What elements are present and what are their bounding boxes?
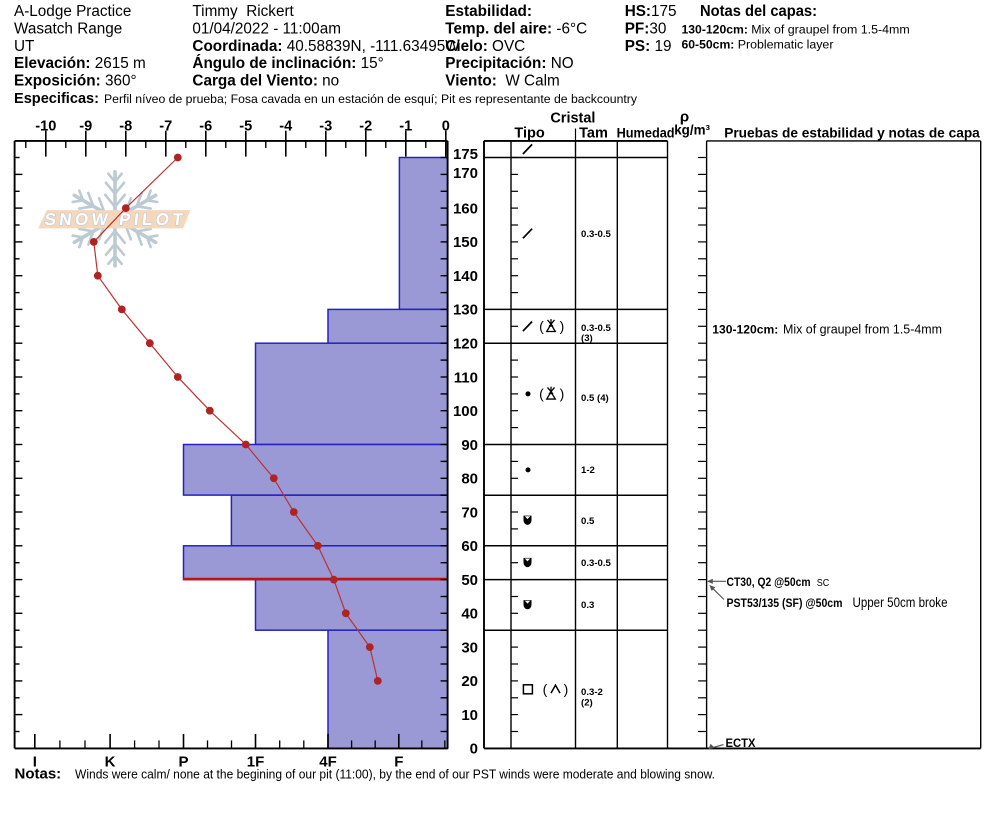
svg-text:Coordinada: 40.58839N, -111.63: Coordinada: 40.58839N, -111.63495W — [192, 38, 460, 55]
svg-text:Cristal: Cristal — [550, 110, 595, 126]
svg-text:Winds were calm/ none at the b: Winds were calm/ none at the begining of… — [75, 768, 715, 782]
svg-text:ρ: ρ — [680, 109, 689, 126]
svg-text:Ángulo de inclinación: 15°: Ángulo de inclinación: 15° — [192, 55, 383, 72]
svg-text:80: 80 — [461, 471, 478, 488]
svg-text:Especificas:: Especificas: — [14, 90, 99, 107]
svg-text:(2): (2) — [581, 698, 593, 709]
svg-text:PF:30: PF:30 — [625, 21, 667, 38]
svg-text:Carga del Viento: no: Carga del Viento: no — [192, 72, 339, 89]
svg-text:Wasatch Range: Wasatch Range — [14, 21, 122, 38]
svg-text:-5: -5 — [239, 119, 252, 135]
svg-text:120: 120 — [453, 336, 478, 353]
svg-text:Timmy Rickert: Timmy Rickert — [192, 3, 294, 20]
svg-text:175: 175 — [453, 146, 478, 163]
svg-text:-8: -8 — [119, 119, 132, 135]
svg-text:F: F — [394, 754, 403, 771]
svg-text:-10: -10 — [35, 119, 56, 135]
svg-text:0: 0 — [470, 741, 478, 758]
svg-text:110: 110 — [454, 369, 478, 386]
svg-text:CT30, Q2 @50cm: CT30, Q2 @50cm — [727, 575, 811, 589]
svg-text:Notas:: Notas: — [15, 766, 62, 783]
svg-text:70: 70 — [461, 504, 478, 521]
svg-text:0.3-0.5: 0.3-0.5 — [581, 229, 612, 240]
svg-text:130-120cm:: 130-120cm: — [712, 323, 778, 337]
svg-text:(: ( — [539, 386, 544, 402]
svg-text:0.5: 0.5 — [581, 516, 595, 527]
svg-text:0: 0 — [442, 119, 450, 135]
svg-text:140: 140 — [453, 268, 478, 285]
svg-text:Exposición: 360°: Exposición: 360° — [14, 72, 137, 89]
svg-text:(: ( — [539, 318, 544, 334]
svg-text:Precipitación: NO: Precipitación: NO — [445, 55, 573, 72]
svg-text:PS: 19: PS: 19 — [625, 38, 672, 55]
svg-text:60: 60 — [461, 538, 478, 555]
svg-text:1F: 1F — [247, 754, 265, 771]
svg-text:50: 50 — [461, 572, 478, 589]
svg-text:K: K — [105, 754, 116, 771]
svg-text:): ) — [560, 318, 565, 334]
svg-text:kg/m³: kg/m³ — [674, 122, 710, 137]
svg-text:Estabilidad:: Estabilidad: — [445, 3, 532, 20]
svg-text:(3): (3) — [581, 333, 593, 344]
svg-text:60-50cm: Problematic layer: 60-50cm: Problematic layer — [682, 38, 834, 52]
svg-text:Viento: W Calm: Viento: W Calm — [445, 72, 559, 89]
svg-text:-9: -9 — [79, 119, 92, 135]
svg-text:I: I — [33, 754, 37, 771]
svg-text:160: 160 — [453, 200, 478, 217]
svg-text:-1: -1 — [399, 119, 412, 135]
svg-text:-7: -7 — [159, 119, 172, 135]
svg-text:PST53/135 (SF) @50cm: PST53/135 (SF) @50cm — [727, 596, 843, 610]
svg-text:Upper 50cm broke: Upper 50cm broke — [853, 595, 948, 610]
svg-text:20: 20 — [461, 673, 478, 690]
svg-text:100: 100 — [453, 403, 478, 420]
svg-text:): ) — [564, 681, 569, 697]
svg-text:4F: 4F — [319, 754, 337, 771]
svg-text:(: ( — [543, 681, 548, 697]
svg-text:30: 30 — [461, 639, 478, 656]
svg-text:Elevación: 2615 m: Elevación: 2615 m — [14, 55, 146, 72]
svg-text:SC: SC — [817, 578, 830, 589]
svg-text:-2: -2 — [359, 119, 372, 135]
svg-text:10: 10 — [461, 707, 478, 724]
svg-text:Cielo: OVC: Cielo: OVC — [445, 38, 525, 55]
svg-text:130: 130 — [453, 302, 478, 319]
svg-text:Mix of graupel from 1.5-4mm: Mix of graupel from 1.5-4mm — [783, 322, 942, 337]
svg-text:0.3-2: 0.3-2 — [581, 687, 603, 698]
svg-text:-3: -3 — [319, 119, 332, 135]
svg-text:UT: UT — [14, 38, 34, 55]
svg-text:170: 170 — [453, 165, 478, 182]
svg-text:Tam: Tam — [579, 126, 608, 142]
svg-text:0.3-0.5: 0.3-0.5 — [581, 323, 612, 334]
svg-text:): ) — [560, 386, 565, 402]
svg-text:-4: -4 — [279, 119, 293, 135]
svg-text:0.5 (4): 0.5 (4) — [581, 393, 609, 404]
svg-text:Tipo: Tipo — [514, 126, 544, 142]
svg-text:Notas del capas:: Notas del capas: — [700, 3, 817, 20]
svg-text:150: 150 — [453, 234, 478, 251]
svg-text:01/04/2022 - 11:00am: 01/04/2022 - 11:00am — [192, 21, 341, 38]
svg-text:1-2: 1-2 — [581, 465, 595, 476]
svg-text:ECTX: ECTX — [726, 736, 757, 750]
svg-text:0.3: 0.3 — [581, 600, 594, 611]
svg-text:0.3-0.5: 0.3-0.5 — [581, 558, 612, 569]
svg-text:HS:175: HS:175 — [625, 3, 677, 20]
svg-text:Humedad: Humedad — [617, 125, 675, 141]
svg-text:90: 90 — [461, 437, 478, 454]
svg-text:-6: -6 — [199, 119, 212, 135]
svg-text:Perfil níveo de prueba; Fosa: Perfil níveo de prueba; Fosa cavada en u… — [104, 92, 638, 106]
svg-text:40: 40 — [461, 606, 478, 623]
svg-text:Temp. del aire: -6°C: Temp. del aire: -6°C — [445, 21, 587, 38]
svg-text:130-120cm: Mix of graupel fro: 130-120cm: Mix of graupel from 1.5-4mm — [682, 23, 910, 37]
svg-text:A-Lodge Practice: A-Lodge Practice — [14, 3, 131, 20]
svg-text:P: P — [178, 754, 188, 771]
svg-text:Pruebas de estabilidad y notas: Pruebas de estabilidad y notas de capa — [724, 126, 980, 141]
